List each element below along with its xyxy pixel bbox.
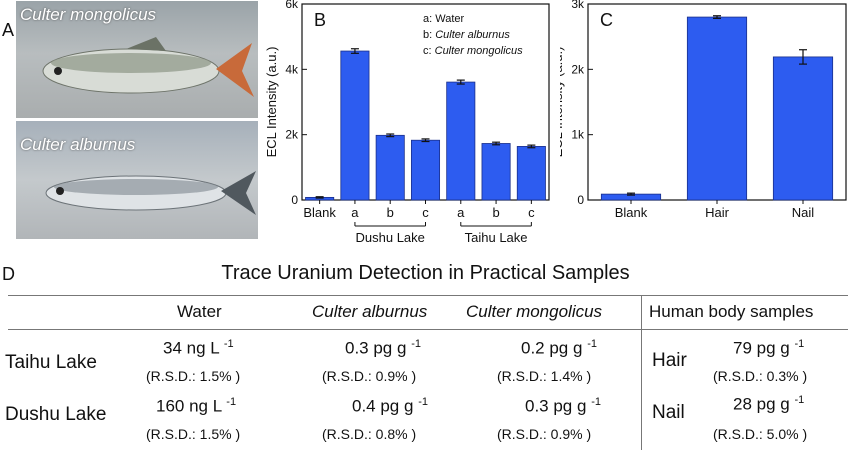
legend-entry: a: Water xyxy=(423,13,465,25)
cell-dushu-water-rsd: (R.S.D.: 1.5% ) xyxy=(146,426,241,442)
table-top-rule xyxy=(8,295,848,296)
row-label-hair: Hair xyxy=(652,350,687,371)
header-water: Water xyxy=(177,302,222,321)
y-axis-label: ECL Intensity (a.u.) xyxy=(560,47,565,158)
cell-taihu-mongolicus: 0.2 pg g -1 xyxy=(521,338,597,358)
x-tick-label: Nail xyxy=(792,205,815,220)
fish-photo-mongolicus: Culter mongolicus xyxy=(16,1,258,118)
y-tick-label: 0 xyxy=(291,193,298,207)
fish-photo-alburnus: Culter alburnus xyxy=(16,121,258,239)
cell-dushu-water: 160 ng L -1 xyxy=(156,396,237,416)
x-tick-label: Blank xyxy=(303,205,336,220)
y-tick-label: 3k xyxy=(571,0,585,11)
x-tick-label: Hair xyxy=(705,205,730,220)
group-label: Dushu Lake xyxy=(356,230,425,245)
cell-nail-rsd: (R.S.D.: 5.0% ) xyxy=(713,426,808,442)
fish-caption-alburnus: Culter alburnus xyxy=(20,135,136,154)
bar xyxy=(446,81,476,201)
table-header-rule xyxy=(8,329,848,330)
cell-taihu-water-rsd: (R.S.D.: 1.5% ) xyxy=(146,368,241,384)
group-label: Taihu Lake xyxy=(465,230,528,245)
legend-entry: b: Culter alburnus xyxy=(423,29,510,41)
y-tick-label: 6k xyxy=(285,0,299,11)
header-alburnus: Culter alburnus xyxy=(312,302,428,321)
chart-c: C 0 1k 2k 3k ECL Intensity (a.u.) Blank Hair Nai… xyxy=(560,0,847,220)
x-tick-label: a xyxy=(457,205,465,220)
x-tick-label: c xyxy=(528,205,535,220)
header-mongolicus: Culter mongolicus xyxy=(466,302,603,321)
y-tick-label: 4k xyxy=(285,62,299,76)
y-tick-label: 0 xyxy=(577,193,584,207)
legend-entry: c: Culter mongolicus xyxy=(423,45,523,57)
bar xyxy=(516,146,546,201)
panel-a-label: A xyxy=(2,20,15,40)
table-column-divider xyxy=(641,295,642,450)
row-lake-taihu: Taihu Lake xyxy=(5,352,97,373)
panel-label: C xyxy=(600,10,613,30)
bar xyxy=(772,56,834,201)
row-lake-dushu: Dushu Lake xyxy=(5,404,107,425)
fish-mongolicus-drawing xyxy=(42,37,254,97)
table-title: Trace Uranium Detection in Practical Sam… xyxy=(221,262,630,284)
x-tick-label: c xyxy=(422,205,429,220)
x-tick-label: Blank xyxy=(615,205,648,220)
cell-hair: 79 pg g -1 xyxy=(733,338,805,358)
bar xyxy=(340,50,370,201)
bar xyxy=(686,16,748,201)
bar xyxy=(375,134,405,201)
x-tick-label: b xyxy=(492,205,499,220)
cell-dushu-alburnus: 0.4 pg g -1 xyxy=(352,396,428,416)
cell-taihu-water: 34 ng L -1 xyxy=(163,338,234,358)
cell-dushu-mongolicus: 0.3 pg g -1 xyxy=(525,396,601,416)
panel-label: B xyxy=(314,10,326,30)
cell-dushu-mongolicus-rsd: (R.S.D.: 0.9% ) xyxy=(497,426,592,442)
bar xyxy=(410,139,441,201)
y-axis-label: ECL Intensity (a.u.) xyxy=(264,47,279,158)
cell-dushu-alburnus-rsd: (R.S.D.: 0.8% ) xyxy=(322,426,417,442)
cell-taihu-alburnus-rsd: (R.S.D.: 0.9% ) xyxy=(322,368,417,384)
panel-d-label: D xyxy=(2,264,15,284)
fish-caption-mongolicus: Culter mongolicus xyxy=(20,5,157,24)
y-tick-label: 2k xyxy=(571,62,585,76)
row-label-nail: Nail xyxy=(652,402,685,423)
fish-alburnus-drawing xyxy=(45,171,256,215)
y-tick-label: 1k xyxy=(571,128,585,142)
cell-nail: 28 pg g -1 xyxy=(733,394,805,414)
y-tick-label: 2k xyxy=(285,128,299,142)
x-tick-label: a xyxy=(351,205,359,220)
cell-taihu-alburnus: 0.3 pg g -1 xyxy=(345,338,421,358)
header-human: Human body samples xyxy=(649,302,814,321)
bar xyxy=(481,143,511,201)
cell-taihu-mongolicus-rsd: (R.S.D.: 1.4% ) xyxy=(497,368,592,384)
x-tick-label: b xyxy=(387,205,394,220)
cell-hair-rsd: (R.S.D.: 0.3% ) xyxy=(713,368,808,384)
